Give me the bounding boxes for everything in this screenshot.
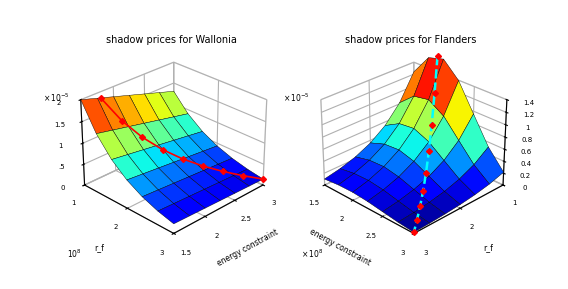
X-axis label: energy constraint: energy constraint (216, 227, 280, 268)
Text: $\times\,10^{-5}$: $\times\,10^{-5}$ (43, 92, 70, 104)
Y-axis label: r_f: r_f (483, 243, 493, 252)
Y-axis label: r_f: r_f (95, 243, 105, 252)
Text: $\times\,10^{-5}$: $\times\,10^{-5}$ (283, 92, 310, 104)
X-axis label: energy constraint: energy constraint (308, 227, 372, 268)
Text: $10^8$: $10^8$ (67, 248, 82, 260)
Text: $\times\,10^8$: $\times\,10^8$ (301, 248, 324, 260)
Title: shadow prices for Flanders: shadow prices for Flanders (345, 35, 477, 45)
Title: shadow prices for Wallonia: shadow prices for Wallonia (106, 35, 236, 45)
